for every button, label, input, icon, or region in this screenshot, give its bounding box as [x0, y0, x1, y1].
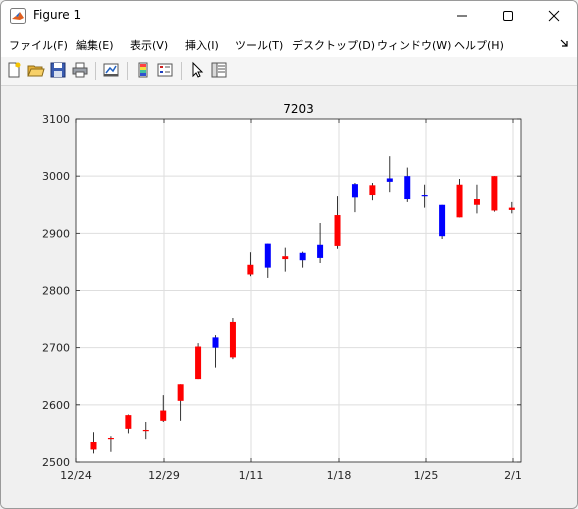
candle-body [317, 244, 324, 258]
colorbar-icon[interactable] [134, 61, 152, 79]
menu-desktop[interactable]: デスクトップ(D) [292, 39, 376, 52]
figure-canvas: 2500 2600 2700 2800 2900 3000 3100 12/24 12/29 1/… [1, 86, 577, 508]
candle-body [282, 256, 289, 260]
new-figure-icon[interactable] [5, 61, 23, 79]
link-plot-icon[interactable] [102, 61, 120, 79]
maximize-button[interactable] [485, 1, 531, 31]
close-button[interactable] [531, 1, 577, 31]
candle-body [334, 215, 341, 246]
candle-body [247, 264, 254, 275]
candle-body [177, 384, 184, 401]
candle-body [439, 204, 446, 237]
chart-title: 7203 [283, 102, 314, 116]
minimize-button[interactable] [439, 1, 485, 31]
print-icon[interactable] [71, 61, 89, 79]
y-tick-label: 3100 [42, 113, 70, 126]
x-tick-label: 1/11 [239, 469, 264, 482]
candle-body [404, 176, 411, 200]
pointer-icon[interactable] [188, 61, 206, 79]
candle-body [212, 337, 219, 348]
candle-body [107, 437, 114, 440]
toolbar-separator [95, 62, 96, 80]
y-tick-label: 3000 [42, 170, 70, 183]
menu-view[interactable]: 表示(V) [130, 39, 169, 52]
candle-body [491, 176, 498, 211]
x-tick-label: 1/18 [327, 469, 352, 482]
menu-edit[interactable]: 編集(E) [76, 39, 114, 52]
x-tick-label: 12/24 [60, 469, 92, 482]
candle-body [508, 207, 515, 210]
menu-tools[interactable]: ツール(T) [235, 39, 284, 52]
property-inspector-icon[interactable] [210, 61, 228, 79]
candle-body [195, 346, 202, 380]
candle-body [369, 185, 376, 196]
matlab-logo-icon [10, 8, 26, 24]
window-title: Figure 1 [33, 8, 82, 22]
title-bar[interactable]: Figure 1 [1, 1, 577, 31]
x-tick-label: 2/1 [504, 469, 522, 482]
minimize-icon [457, 15, 467, 17]
candle-body [351, 184, 358, 198]
menu-window[interactable]: ウィンドウ(W) [377, 39, 452, 52]
candle-body [299, 252, 306, 261]
menu-insert[interactable]: 挿入(I) [185, 39, 219, 52]
candle-body [142, 429, 149, 432]
x-tick-label: 1/25 [414, 469, 439, 482]
menu-bar: ファイル(F) 編集(E) 表示(V) 挿入(I) ツール(T) デスクトップ(… [1, 31, 577, 57]
save-icon[interactable] [49, 61, 67, 79]
open-file-icon[interactable] [27, 61, 45, 79]
y-tick-label: 2500 [42, 456, 70, 469]
y-tick-label: 2800 [42, 285, 70, 298]
dock-arrow-icon[interactable] [560, 39, 569, 48]
menu-help[interactable]: ヘルプ(H) [454, 39, 504, 52]
legend-icon[interactable] [156, 61, 174, 79]
candle-body [264, 243, 271, 268]
close-icon [548, 10, 560, 22]
y-tick-label: 2700 [42, 342, 70, 355]
maximize-icon [503, 11, 513, 21]
candle-body [421, 195, 428, 197]
toolbar-separator [127, 62, 128, 80]
toolbar-separator [181, 62, 182, 80]
candle-body [386, 178, 393, 182]
candle-body [229, 321, 236, 358]
figure-toolbar [1, 57, 577, 86]
candle-body [90, 441, 97, 450]
x-tick-label: 12/29 [148, 469, 180, 482]
candle-body [160, 410, 167, 421]
candle-body [456, 184, 463, 218]
menu-file[interactable]: ファイル(F) [9, 39, 68, 52]
y-tick-label: 2600 [42, 399, 70, 412]
candlestick-chart[interactable]: 2500 2600 2700 2800 2900 3000 3100 12/24 12/29 1/… [1, 86, 577, 508]
candle-body [473, 199, 480, 205]
y-tick-label: 2900 [42, 227, 70, 240]
candle-body [125, 415, 132, 429]
